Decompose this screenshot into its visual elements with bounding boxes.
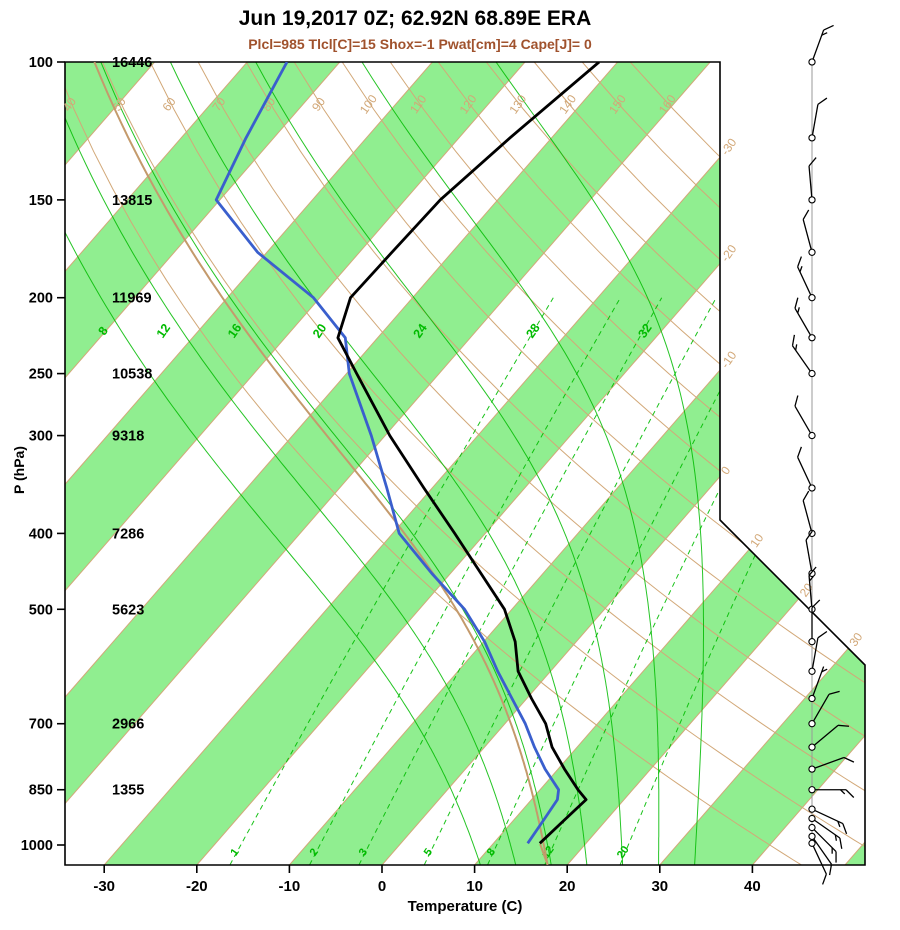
svg-text:-30: -30 <box>718 135 740 158</box>
svg-text:20: 20 <box>797 580 816 599</box>
svg-text:8: 8 <box>485 846 498 858</box>
svg-text:28: 28 <box>523 321 542 340</box>
svg-text:-10: -10 <box>279 878 301 895</box>
svg-text:13815: 13815 <box>112 193 152 209</box>
svg-text:5623: 5623 <box>112 602 144 618</box>
svg-text:1000: 1000 <box>21 838 53 854</box>
svg-text:0: 0 <box>378 878 386 895</box>
svg-text:400: 400 <box>29 526 53 542</box>
mixing-ratio-lines <box>229 297 865 865</box>
height-labels: 16446 13815 11969 10538 9318 7286 5623 2966 1355 <box>112 55 152 799</box>
svg-text:11969: 11969 <box>112 291 152 307</box>
svg-text:60: 60 <box>160 95 179 114</box>
plot-border <box>64 61 866 866</box>
svg-text:1355: 1355 <box>112 783 144 799</box>
temperature-axis: -30 -20 -10 0 10 20 30 40 <box>93 865 761 895</box>
svg-text:30: 30 <box>651 878 668 895</box>
svg-text:16: 16 <box>225 321 244 340</box>
svg-text:-10: -10 <box>718 348 740 371</box>
svg-text:5: 5 <box>422 846 435 858</box>
temperature-curve <box>336 62 601 845</box>
svg-text:250: 250 <box>29 367 53 383</box>
svg-text:850: 850 <box>29 783 53 799</box>
moist-adiabat-labels: 8 12 16 20 24 28 32 <box>95 321 654 341</box>
svg-text:16446: 16446 <box>112 55 152 71</box>
svg-text:-20: -20 <box>718 242 740 265</box>
svg-text:300: 300 <box>29 429 53 445</box>
svg-text:20: 20 <box>615 844 632 861</box>
svg-text:-30: -30 <box>93 878 115 895</box>
svg-text:-20: -20 <box>186 878 208 895</box>
svg-text:7286: 7286 <box>112 526 144 542</box>
chart-subtitle: Plcl=985 Tlcl[C]=15 Shox=-1 Pwat[cm]=4 C… <box>248 36 592 52</box>
svg-text:24: 24 <box>411 321 430 340</box>
moist-adiabats <box>65 62 704 865</box>
pressure-axis-label: P (hPa) <box>11 446 27 494</box>
svg-text:20: 20 <box>310 321 329 340</box>
svg-text:40: 40 <box>744 878 761 895</box>
svg-text:10: 10 <box>466 878 483 895</box>
pressure-axis: 100 150 200 250 300 400 500 700 850 1000 <box>21 55 65 854</box>
svg-text:2966: 2966 <box>112 717 144 733</box>
svg-text:12: 12 <box>154 321 173 340</box>
svg-text:32: 32 <box>635 321 654 340</box>
svg-text:3: 3 <box>357 846 370 858</box>
svg-text:30: 30 <box>846 630 865 649</box>
parcel-curve <box>93 62 549 865</box>
svg-text:150: 150 <box>29 193 53 209</box>
wind-barbs <box>791 24 855 885</box>
svg-text:90: 90 <box>309 95 328 114</box>
svg-text:100: 100 <box>29 55 53 71</box>
svg-text:500: 500 <box>29 602 53 618</box>
chart-title: Jun 19,2017 0Z; 62.92N 68.89E ERA <box>238 7 592 30</box>
svg-text:10: 10 <box>747 531 766 550</box>
svg-text:200: 200 <box>29 291 53 307</box>
temperature-axis-label: Temperature (C) <box>407 898 523 915</box>
dewpoint-curve <box>214 62 560 845</box>
svg-text:1: 1 <box>228 846 241 858</box>
svg-text:700: 700 <box>29 717 53 733</box>
svg-text:9318: 9318 <box>112 429 144 445</box>
isotherm-bands <box>65 62 865 865</box>
svg-text:10538: 10538 <box>112 367 152 383</box>
svg-text:20: 20 <box>559 878 576 895</box>
svg-text:2: 2 <box>308 846 321 858</box>
